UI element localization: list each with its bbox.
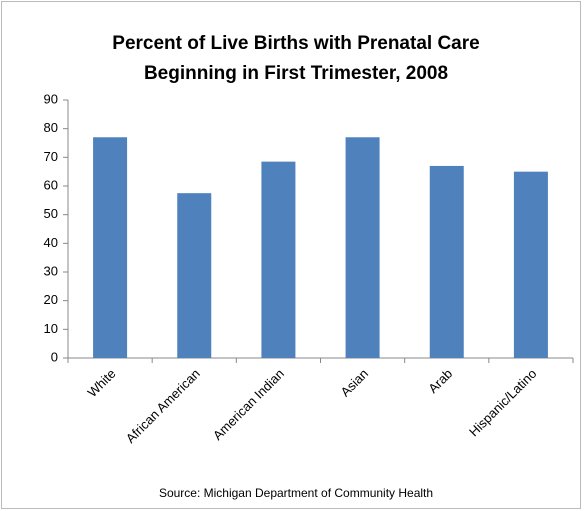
source-note: Source: Michigan Department of Community… [159, 486, 433, 500]
y-tick-label: 70 [44, 149, 58, 164]
y-tick-label: 50 [44, 206, 58, 221]
bar [93, 137, 128, 358]
y-tick-label: 20 [44, 292, 58, 307]
y-tick-label: 90 [44, 91, 58, 106]
y-tick-label: 30 [44, 263, 58, 278]
y-tick-label: 0 [51, 349, 58, 364]
chart-title: Percent of Live Births with Prenatal Car… [112, 33, 479, 54]
y-tick-label: 80 [44, 120, 58, 135]
bar [261, 161, 296, 358]
bar [429, 165, 464, 358]
y-tick-label: 10 [44, 321, 58, 336]
bar [513, 171, 548, 358]
y-tick-label: 60 [44, 177, 58, 192]
bar [177, 193, 212, 358]
bar [345, 137, 380, 358]
chart-title: Beginning in First Trimester, 2008 [144, 63, 448, 84]
y-tick-label: 40 [44, 235, 58, 250]
